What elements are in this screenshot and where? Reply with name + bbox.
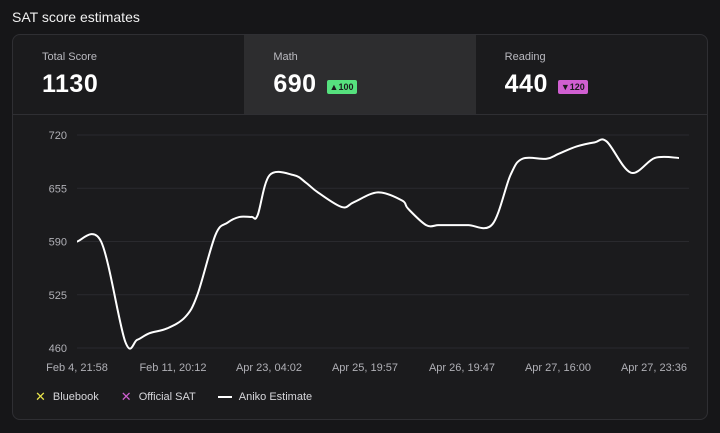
total-score-value: 1130 — [42, 70, 99, 98]
legend-label-aniko-estimate: Aniko Estimate — [238, 391, 313, 403]
chart-legend: ✕ Bluebook ✕ Official SAT Aniko Estimate — [35, 389, 312, 405]
x-tick-label: Apr 27, 16:00 — [525, 362, 591, 374]
sat-score-card: Total Score 1130 Math 690 ▲ 100 Reading … — [12, 34, 708, 420]
legend-label-bluebook: Bluebook — [52, 391, 99, 403]
aniko-estimate-line — [76, 138, 680, 350]
y-tick-label: 525 — [49, 290, 67, 302]
reading-delta-value: 120 — [569, 81, 585, 92]
legend-item-bluebook[interactable]: ✕ Bluebook — [35, 389, 99, 405]
score-tabs: Total Score 1130 Math 690 ▲ 100 Reading … — [13, 35, 707, 115]
y-tick-label: 720 — [49, 130, 67, 142]
triangle-up-icon: ▲ — [329, 81, 339, 92]
x-tick-label: Apr 27, 23:36 — [621, 362, 687, 374]
math-score-value: 690 — [273, 70, 317, 98]
x-tick-label: Apr 23, 04:02 — [236, 362, 302, 374]
tab-total-score[interactable]: Total Score 1130 — [13, 35, 244, 114]
legend-item-official-sat[interactable]: ✕ Official SAT — [121, 389, 196, 405]
x-mark-icon: ✕ — [35, 389, 46, 404]
tab-math[interactable]: Math 690 ▲ 100 — [244, 35, 476, 114]
legend-item-aniko-estimate[interactable]: Aniko Estimate — [217, 389, 313, 405]
total-score-label: Total Score — [42, 51, 98, 63]
x-tick-label: Apr 25, 19:57 — [332, 362, 398, 374]
tab-reading[interactable]: Reading 440 ▼ 120 — [476, 35, 707, 114]
math-delta-value: 100 — [338, 81, 354, 92]
x-tick-label: Apr 26, 19:47 — [429, 362, 495, 374]
x-tick-label: Feb 11, 20:12 — [139, 362, 206, 374]
x-tick-label: Feb 4, 21:58 — [46, 362, 108, 374]
triangle-down-icon: ▼ — [560, 81, 570, 92]
y-tick-label: 590 — [49, 237, 67, 249]
line-icon — [217, 396, 232, 398]
reading-score-value: 440 — [504, 70, 548, 98]
score-line-chart: 720 655 590 525 460 Feb 4, 21:58 Feb 11, 20:12… — [46, 130, 689, 374]
x-mark-icon: ✕ — [120, 389, 132, 404]
reading-score-label: Reading — [504, 51, 546, 63]
reading-delta-badge: ▼ 120 — [557, 79, 588, 94]
math-score-label: Math — [273, 51, 298, 63]
page-title: SAT score estimates — [12, 9, 140, 25]
legend-label-official-sat: Official SAT — [138, 391, 196, 403]
y-tick-label: 460 — [49, 343, 67, 355]
math-delta-badge: ▲ 100 — [326, 79, 357, 94]
y-tick-label: 655 — [49, 183, 67, 195]
